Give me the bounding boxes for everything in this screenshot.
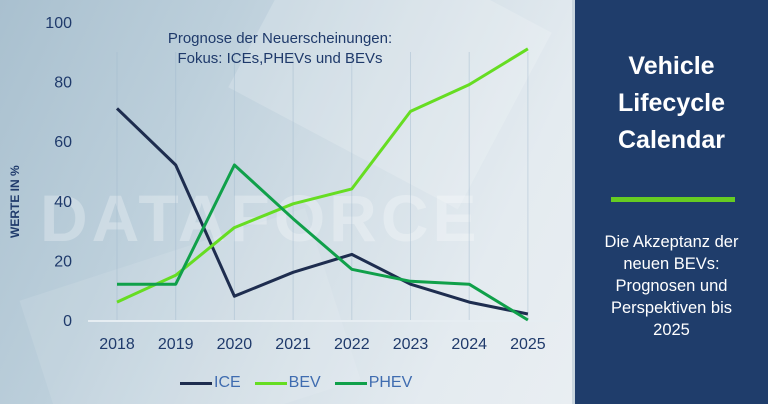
x-tick-label: 2025 (510, 336, 546, 353)
side-text-line-4: Perspektiven bis (610, 299, 733, 317)
chart-title: Prognose der Neuerscheinungen: Fokus: IC… (120, 29, 440, 69)
x-tick-label: 2022 (334, 336, 370, 353)
legend-label-bev: BEV (288, 374, 321, 391)
side-title-line-3: Calendar (618, 126, 725, 154)
chart-title-line-1: Prognose der Neuerscheinungen: (167, 30, 393, 47)
x-tick-label: 2023 (393, 336, 429, 353)
x-tick-label: 2020 (217, 336, 253, 353)
side-panel-title: Vehicle Lifecycle Calendar (575, 48, 768, 159)
side-title-line-1: Vehicle (628, 52, 715, 80)
x-tick-label: 2019 (158, 336, 194, 353)
series-line-ice (115, 107, 529, 316)
legend-label-phev: PHEV (368, 374, 413, 391)
y-tick-label: 60 (54, 134, 72, 151)
series-line-phev (117, 163, 529, 322)
legend-label-ice: ICE (214, 374, 241, 391)
y-tick-label: 40 (54, 194, 72, 211)
side-title-line-2: Lifecycle (617, 89, 725, 117)
side-text-line-1: Die Akzeptanz der (604, 233, 739, 251)
chart-title-line-2: Fokus: ICEs,PHEVs und BEVs (177, 50, 383, 67)
legend-swatch-bev (254, 381, 287, 385)
y-tick-label: 80 (54, 75, 72, 92)
y-tick-label: 100 (45, 15, 72, 32)
legend-swatch-phev (334, 381, 367, 385)
legend: ICE BEV PHEV (180, 374, 412, 392)
side-text-line-3: Prognosen und (615, 277, 728, 295)
legend-item-bev: BEV (254, 374, 321, 392)
x-tick-label: 2018 (99, 336, 135, 353)
side-panel-divider (611, 197, 735, 202)
line-chart: 0 20 40 60 80 100 2018 2019 2020 2021 2022 2023 2024… (45, 15, 560, 353)
side-text-line-5: 2025 (653, 321, 690, 339)
side-panel-description: Die Akzeptanz der neuen BEVs: Prognosen … (575, 231, 768, 341)
y-tick-label: 20 (54, 253, 72, 270)
x-tick-label: 2021 (275, 336, 311, 353)
legend-swatch-ice (180, 381, 212, 385)
x-tick-label: 2024 (451, 336, 487, 353)
legend-item-ice: ICE (180, 374, 241, 392)
y-tick-label: 0 (63, 313, 72, 330)
side-panel: Vehicle Lifecycle Calendar Die Akzeptanz… (572, 0, 768, 404)
legend-item-phev: PHEV (334, 374, 413, 392)
chart-panel: DATAFORCE 0 20 40 60 80 100 2018 2019 2020 2021 20… (0, 0, 572, 404)
side-text-line-2: neuen BEVs: (623, 255, 720, 273)
y-axis-label: WERTE IN % (8, 165, 22, 238)
